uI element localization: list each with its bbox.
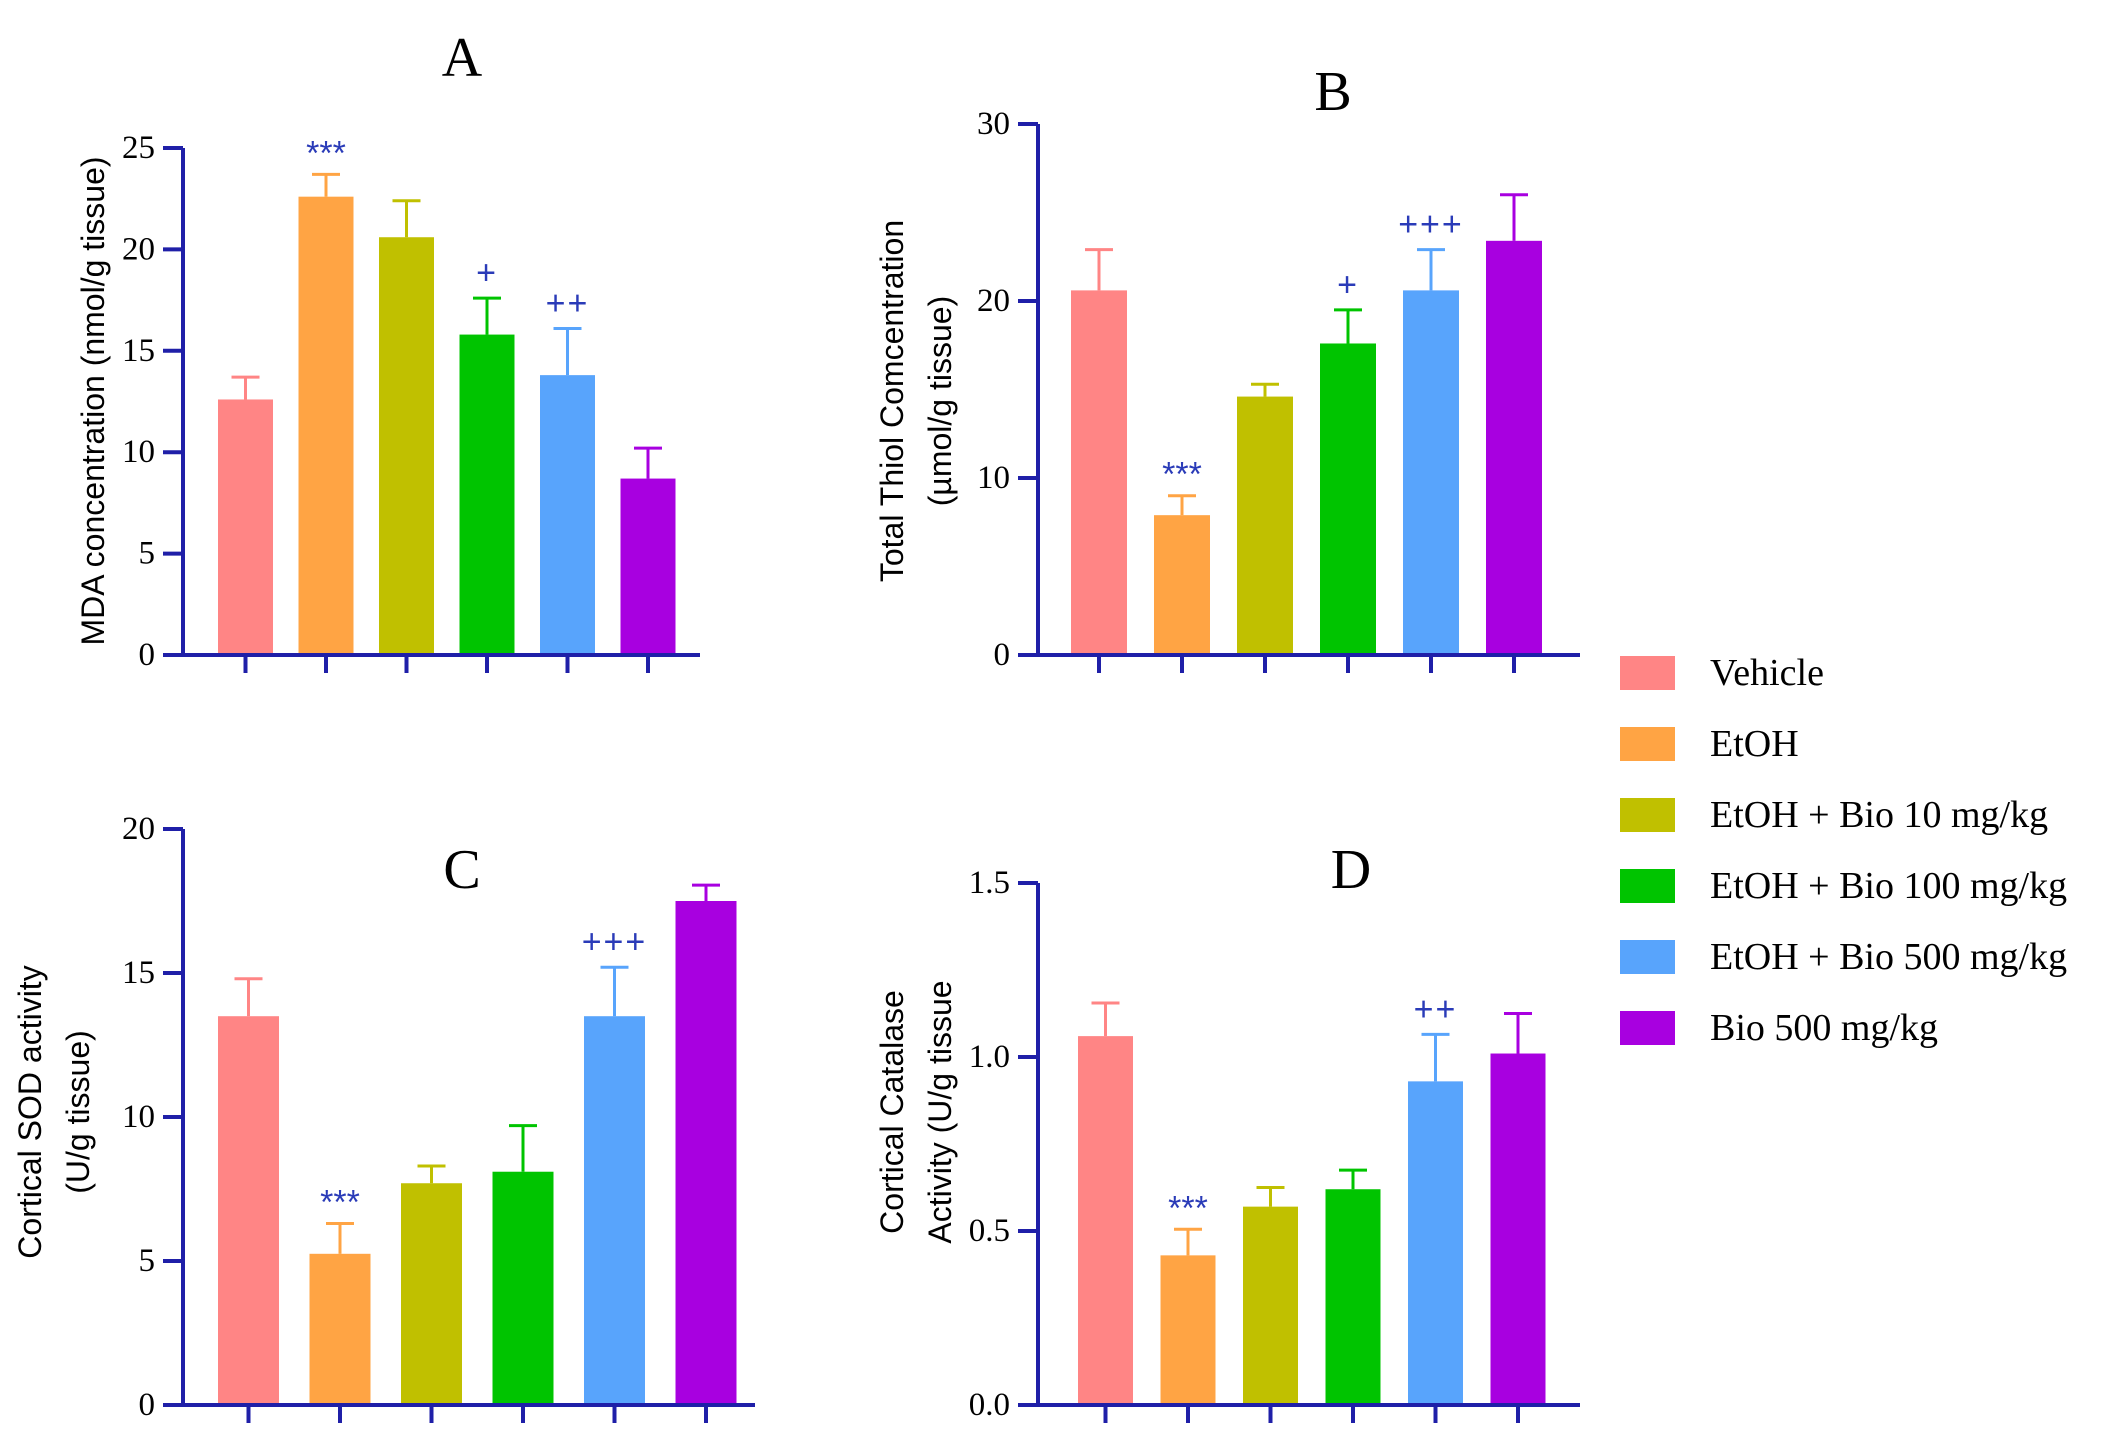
- y-tick-label: 20: [977, 283, 1010, 319]
- legend-item: EtOH + Bio 500 mg/kg: [1620, 936, 2067, 978]
- bar: [309, 1253, 371, 1405]
- legend-swatch: [1620, 869, 1675, 903]
- y-tick-label: 0: [139, 637, 156, 673]
- y-tick-label: 10: [977, 460, 1010, 496]
- y-axis-label: Activity (U/g tissue: [922, 980, 958, 1243]
- bar: [379, 237, 434, 655]
- y-tick-label: 0.5: [969, 1213, 1010, 1249]
- bar: [620, 478, 676, 655]
- bar: [492, 1171, 554, 1405]
- y-axis-label: Cortical Catalase: [874, 990, 910, 1234]
- bar: [401, 1183, 462, 1405]
- legend-item: Bio 500 mg/kg: [1620, 1007, 1938, 1049]
- bar: [584, 1016, 645, 1405]
- y-axis-label: (µmol/g tissue): [922, 296, 958, 506]
- bar: [1486, 240, 1542, 655]
- legend-label: Bio 500 mg/kg: [1710, 1007, 1938, 1049]
- bar: [1154, 515, 1210, 655]
- legend-label: EtOH + Bio 10 mg/kg: [1710, 794, 2048, 836]
- bar: [298, 196, 354, 655]
- bar: [459, 334, 515, 655]
- panel-letter: B: [1314, 61, 1351, 123]
- legend-swatch: [1620, 1011, 1675, 1045]
- bar: [1325, 1189, 1381, 1405]
- legend-label: Vehicle: [1710, 652, 1824, 694]
- significance-label: ++: [1414, 990, 1458, 1028]
- y-tick-label: 20: [122, 231, 155, 267]
- bar: [1320, 343, 1376, 655]
- bar: [675, 901, 737, 1405]
- panel-letter: A: [442, 27, 483, 89]
- legend-item: EtOH + Bio 100 mg/kg: [1620, 865, 2067, 907]
- significance-label: ++: [546, 284, 590, 322]
- bar: [1078, 1036, 1133, 1405]
- y-axis-label: (U/g tissue): [60, 1030, 96, 1194]
- y-tick-label: 30: [977, 106, 1010, 142]
- significance-label: ***: [1168, 1189, 1208, 1227]
- y-tick-label: 10: [122, 434, 155, 470]
- bar: [1160, 1255, 1216, 1405]
- y-tick-label: 20: [122, 811, 155, 847]
- panel-letter: D: [1331, 839, 1371, 901]
- legend-label: EtOH: [1710, 723, 1799, 765]
- bar: [1490, 1053, 1546, 1405]
- legend: Vehicle EtOH EtOH + Bio 10 mg/kg EtOH + Bio…: [1620, 652, 2067, 1049]
- bar: [1243, 1206, 1298, 1405]
- legend-item: EtOH: [1620, 723, 1799, 765]
- legend-label: EtOH + Bio 100 mg/kg: [1710, 865, 2067, 907]
- y-tick-label: 5: [139, 536, 156, 572]
- y-tick-label: 1.5: [969, 865, 1010, 901]
- y-axis-label: MDA concentration (nmol/g tissue): [75, 156, 111, 645]
- bar: [1403, 290, 1459, 655]
- bar: [218, 1016, 279, 1405]
- legend-item: Vehicle: [1620, 652, 1824, 694]
- significance-label: +: [1337, 266, 1359, 304]
- significance-label: +++: [1398, 206, 1464, 244]
- bar: [540, 375, 595, 655]
- significance-label: +++: [582, 923, 648, 961]
- chart-panel-d: D *** ++ 0.0 0.5 1.0 1.5 Cortical Catalase Activ…: [874, 839, 1580, 1423]
- panel-letter: C: [443, 839, 480, 901]
- bar: [1408, 1081, 1463, 1405]
- y-tick-label: 1.0: [969, 1039, 1010, 1075]
- legend-swatch: [1620, 656, 1675, 690]
- legend-item: EtOH + Bio 10 mg/kg: [1620, 794, 2048, 836]
- legend-label: EtOH + Bio 500 mg/kg: [1710, 936, 2067, 978]
- y-tick-label: 15: [122, 955, 155, 991]
- significance-label: +: [476, 254, 498, 292]
- bar: [218, 399, 273, 655]
- legend-swatch: [1620, 940, 1675, 974]
- significance-label: ***: [320, 1184, 360, 1222]
- y-tick-label: 0: [139, 1387, 156, 1423]
- y-tick-label: 0.0: [969, 1387, 1010, 1423]
- bar: [1237, 396, 1293, 655]
- y-tick-label: 15: [122, 333, 155, 369]
- y-axis-label: Total Thiol Comcentration: [874, 220, 910, 582]
- y-tick-label: 0: [994, 637, 1011, 673]
- significance-label: ***: [306, 134, 346, 172]
- y-tick-label: 10: [122, 1099, 155, 1135]
- y-tick-label: 25: [122, 130, 155, 166]
- legend-swatch: [1620, 727, 1675, 761]
- y-tick-label: 5: [139, 1243, 156, 1279]
- chart-panel-c: C *** +++ 0 5 10 15 20 Cortical SOD activity (U/g…: [12, 811, 755, 1423]
- y-axis-label: Cortical SOD activity: [12, 965, 48, 1258]
- significance-label: ***: [1162, 456, 1202, 494]
- bar: [1071, 290, 1127, 655]
- legend-swatch: [1620, 798, 1675, 832]
